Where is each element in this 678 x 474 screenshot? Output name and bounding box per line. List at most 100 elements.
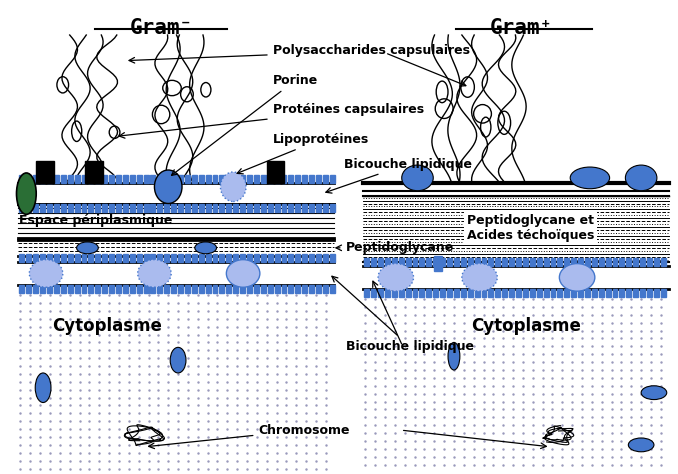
Bar bbox=[26, 285, 31, 293]
Bar bbox=[33, 254, 38, 262]
Bar bbox=[88, 254, 94, 262]
Bar bbox=[75, 175, 79, 183]
Bar bbox=[461, 289, 466, 297]
Bar bbox=[268, 175, 273, 183]
Bar bbox=[316, 204, 321, 212]
Bar bbox=[261, 204, 266, 212]
Bar bbox=[302, 285, 307, 293]
Bar bbox=[440, 258, 445, 265]
Bar bbox=[288, 285, 294, 293]
Ellipse shape bbox=[378, 264, 414, 291]
Bar bbox=[205, 254, 211, 262]
Bar bbox=[433, 289, 438, 297]
Bar bbox=[454, 289, 459, 297]
Bar bbox=[620, 258, 624, 265]
Bar bbox=[75, 204, 79, 212]
Bar bbox=[116, 254, 121, 262]
Bar bbox=[640, 258, 645, 265]
Bar bbox=[102, 175, 107, 183]
Bar bbox=[516, 289, 521, 297]
Ellipse shape bbox=[462, 264, 497, 291]
Bar bbox=[626, 258, 631, 265]
Bar bbox=[266, 161, 285, 183]
Bar bbox=[192, 204, 197, 212]
Bar bbox=[199, 204, 203, 212]
Bar bbox=[488, 289, 494, 297]
Bar bbox=[157, 285, 162, 293]
Ellipse shape bbox=[625, 165, 657, 191]
Text: Peptidoglycane et
Acides téchoïques: Peptidoglycane et Acides téchoïques bbox=[467, 214, 595, 242]
Text: Cytoplasme: Cytoplasme bbox=[52, 317, 162, 335]
Bar bbox=[33, 204, 38, 212]
Bar bbox=[20, 204, 24, 212]
Bar bbox=[309, 254, 314, 262]
Bar bbox=[592, 289, 597, 297]
Bar bbox=[247, 285, 252, 293]
Bar bbox=[330, 254, 335, 262]
Bar bbox=[537, 289, 542, 297]
Bar bbox=[523, 258, 528, 265]
Bar bbox=[171, 254, 176, 262]
Bar bbox=[96, 254, 100, 262]
Bar bbox=[226, 204, 231, 212]
Bar bbox=[454, 258, 459, 265]
Bar bbox=[364, 258, 370, 265]
Bar bbox=[192, 285, 197, 293]
Bar bbox=[405, 289, 411, 297]
Bar bbox=[281, 254, 287, 262]
Bar bbox=[420, 289, 424, 297]
Text: Polysaccharides capsulaires: Polysaccharides capsulaires bbox=[129, 44, 470, 63]
Bar bbox=[302, 254, 307, 262]
Bar bbox=[240, 204, 245, 212]
Bar bbox=[85, 161, 103, 183]
Bar bbox=[233, 285, 238, 293]
Bar bbox=[47, 285, 52, 293]
Bar bbox=[164, 285, 170, 293]
Bar bbox=[233, 204, 238, 212]
Bar bbox=[564, 289, 570, 297]
Bar bbox=[378, 258, 383, 265]
Bar bbox=[316, 175, 321, 183]
Text: Peptidoglycane: Peptidoglycane bbox=[336, 241, 454, 255]
Bar bbox=[157, 175, 162, 183]
Bar bbox=[420, 258, 424, 265]
Ellipse shape bbox=[559, 264, 595, 291]
Bar bbox=[281, 175, 287, 183]
Bar bbox=[164, 204, 170, 212]
Bar bbox=[544, 258, 549, 265]
Bar bbox=[502, 289, 507, 297]
Bar bbox=[116, 204, 121, 212]
Bar bbox=[116, 175, 121, 183]
Bar bbox=[640, 289, 645, 297]
Ellipse shape bbox=[629, 438, 654, 452]
Bar bbox=[254, 204, 259, 212]
Ellipse shape bbox=[570, 167, 610, 189]
Bar bbox=[61, 254, 66, 262]
Bar bbox=[461, 258, 466, 265]
Bar bbox=[605, 289, 611, 297]
Bar bbox=[296, 204, 300, 212]
Text: Lipoprotéines: Lipoprotéines bbox=[237, 133, 369, 174]
Bar bbox=[296, 175, 300, 183]
Text: Espace périplasmique: Espace périplasmique bbox=[18, 214, 172, 227]
Bar bbox=[557, 258, 562, 265]
Bar bbox=[385, 258, 390, 265]
Ellipse shape bbox=[155, 170, 182, 203]
Bar bbox=[61, 285, 66, 293]
Bar bbox=[75, 254, 79, 262]
Bar bbox=[54, 175, 59, 183]
Bar bbox=[585, 289, 590, 297]
Bar bbox=[220, 254, 224, 262]
Bar bbox=[302, 175, 307, 183]
Bar bbox=[47, 204, 52, 212]
Bar bbox=[447, 289, 452, 297]
Bar bbox=[199, 285, 203, 293]
Ellipse shape bbox=[220, 172, 246, 201]
Bar bbox=[47, 175, 52, 183]
Bar bbox=[102, 285, 107, 293]
Ellipse shape bbox=[16, 173, 36, 214]
Bar bbox=[481, 289, 486, 297]
Ellipse shape bbox=[641, 386, 666, 400]
Bar bbox=[281, 204, 287, 212]
Ellipse shape bbox=[29, 260, 63, 287]
